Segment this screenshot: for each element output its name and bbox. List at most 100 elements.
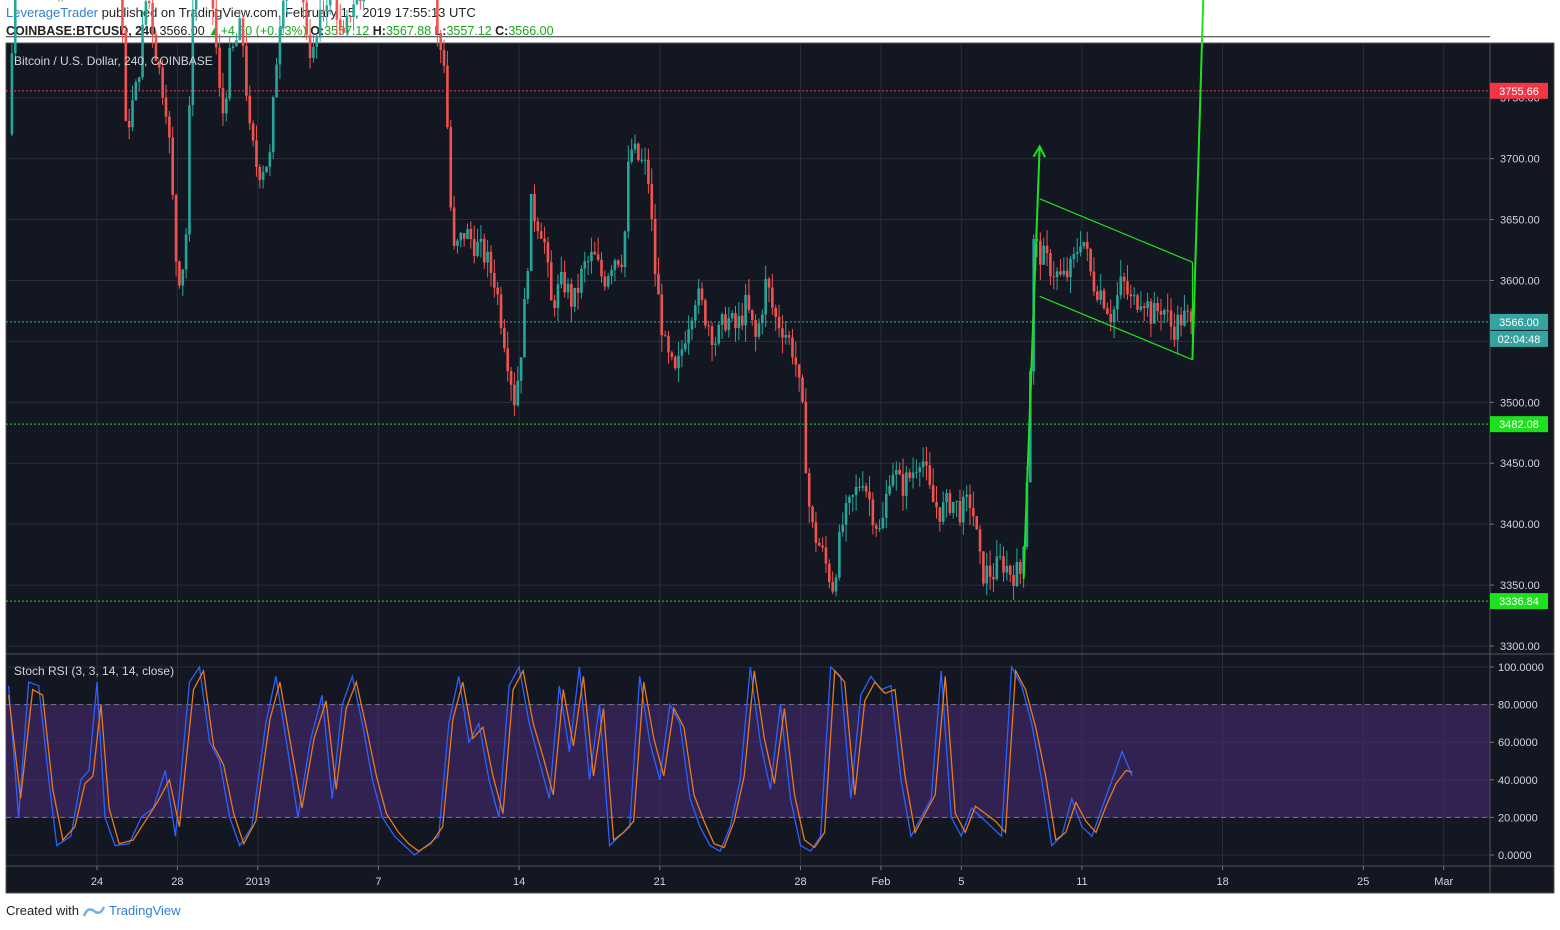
candle-body [774,307,778,317]
candle-body [519,357,523,381]
candle-body [265,166,268,173]
candle-body [161,67,164,98]
candle-body [231,46,235,49]
candle-body [281,0,285,29]
candle-body [982,551,985,584]
stoch-tick-label: 20.0000 [1498,812,1538,824]
stoch-axis[interactable]: 0.0000 20.0000 40.0000 60.0000 80.0000 100.00… [1490,662,1544,862]
candle-body [828,563,831,583]
candle-body [764,278,767,315]
candle-body [452,207,456,246]
level-label-box [1490,416,1548,433]
candle-body [472,239,476,257]
candle-body [794,357,798,365]
price-tick-label: 3650.00 [1500,215,1540,227]
candle-body [720,314,724,325]
candle-body [338,19,342,28]
candle-body [147,1,151,3]
candle-body [513,384,516,406]
candle-body [613,260,617,270]
candle-body [935,501,938,508]
candle-body [1186,310,1190,312]
candle-body [992,576,995,580]
candle-body [543,238,546,243]
flag-channel-line [1039,198,1193,263]
price-tick-label: 3350.00 [1500,580,1540,592]
candle-body [965,494,968,497]
price-tick-label: 3450.00 [1500,458,1540,470]
candle-body [854,486,858,496]
stoch-band [6,704,1490,818]
tradingview-logo-icon [82,905,105,916]
candle-body [804,401,808,474]
candle-body [1012,574,1015,586]
candle-body [821,545,824,548]
candle-body [459,232,463,241]
candle-body [814,522,818,543]
candle-body [596,254,600,260]
candle-body [1039,240,1042,265]
candle-body [124,29,128,121]
candle-body [633,143,637,150]
candle-body [137,77,141,83]
candle-body [700,288,704,301]
author-link[interactable]: LeverageTrader [6,5,99,20]
candle-body [955,501,958,503]
candle-body [318,9,322,37]
candle-body [151,2,154,35]
candle-body [985,565,989,584]
candle-body [1139,306,1143,310]
symbol-label: COINBASE:BTCUSD, 240 [6,24,157,38]
level-label: 3336.84 [1499,596,1539,608]
candle-body [154,34,158,62]
candle-body [158,61,161,68]
candle-body [697,288,700,306]
candle-body [841,524,845,533]
time-tick-label: 2019 [246,876,270,888]
candle-body [1002,556,1005,573]
candle-body [312,46,315,59]
candle-body [476,241,479,257]
candle-body [861,486,865,488]
candle-body [184,234,188,270]
time-tick-label: 25 [1357,876,1369,888]
candle-body [610,269,613,277]
candle-body [730,313,734,319]
candle-body [141,24,144,78]
candle-body [640,159,644,161]
time-tick-label: 24 [91,876,103,888]
candle-body [724,314,727,331]
time-axis[interactable]: 24 28 2019 7 14 21 28 Feb 5 11 18 25 Mar [91,866,1454,888]
footer: Created with TradingView [6,903,181,918]
candle-body [757,323,761,337]
candle-body [188,105,191,235]
candle-body [228,48,231,99]
candle-body [523,299,526,358]
close-label: C: [495,24,509,38]
candle-body [315,36,319,47]
candle-body [1005,565,1009,573]
candle-body [493,273,496,288]
candle-body [348,15,352,17]
price-tick-label: 3700.00 [1500,154,1540,166]
candle-body [925,461,928,466]
stoch-tick-label: 0.0000 [1498,850,1532,862]
candle-body [462,232,466,239]
candle-body [526,271,530,300]
candle-body [1099,290,1102,300]
stoch-series-line [7,668,1133,852]
candle-body [1173,326,1176,340]
candle-body [915,472,918,474]
candle-body [13,0,17,54]
price-axis[interactable]: 3300.003350.003400.003450.003500.003550.… [1490,93,1540,653]
candle-body [1136,295,1139,310]
candle-body [322,9,325,12]
candle-body [1075,252,1079,254]
candle-body [225,98,228,114]
candle-body [533,194,536,222]
candle-body [784,335,788,338]
candle-body [1092,271,1096,292]
tradingview-brand[interactable]: TradingView [108,903,181,918]
candle-body [529,194,533,272]
